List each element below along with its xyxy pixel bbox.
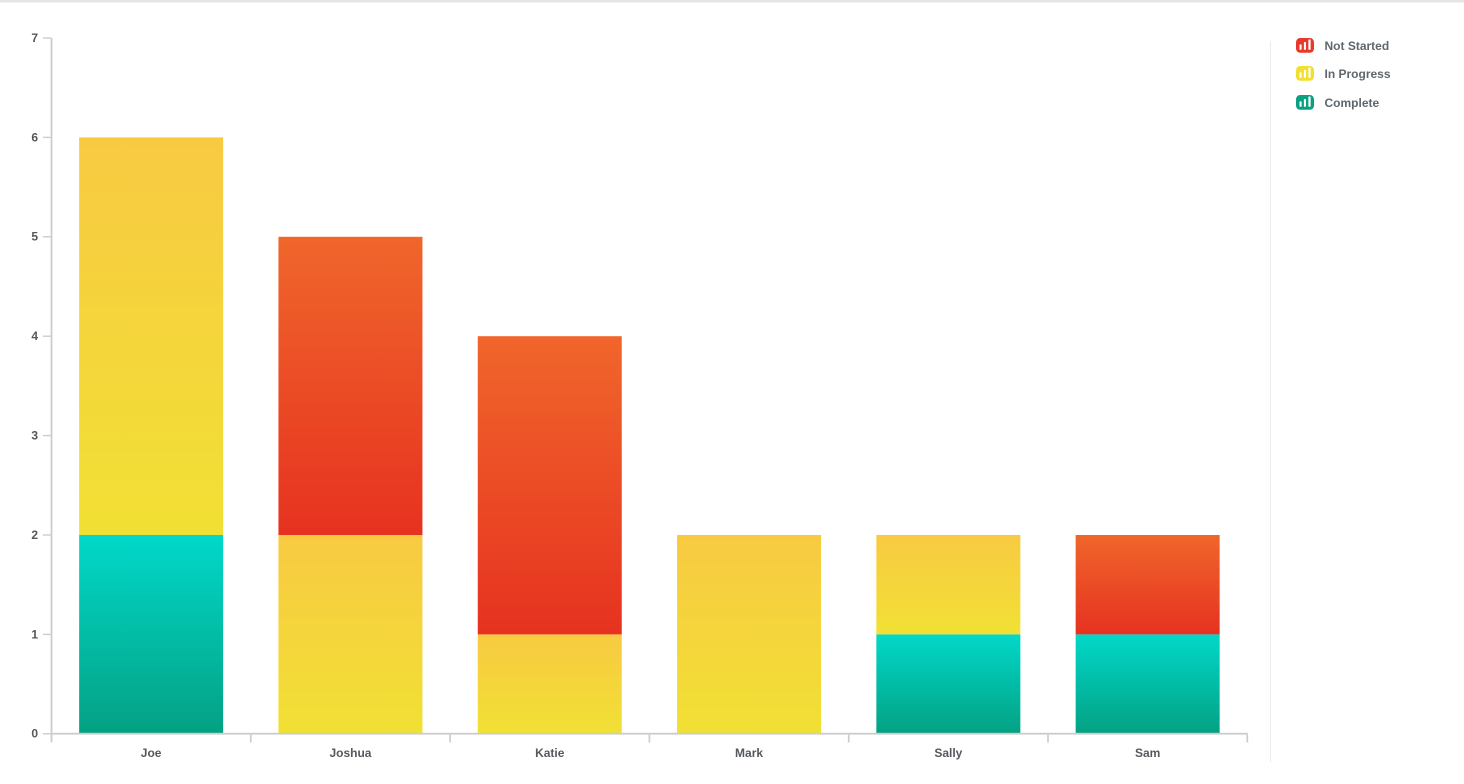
svg-text:1: 1 [31, 627, 38, 641]
svg-text:Sam: Sam [1135, 746, 1160, 760]
svg-text:3: 3 [31, 429, 38, 443]
svg-text:0: 0 [31, 727, 38, 741]
svg-text:Joe: Joe [141, 746, 162, 760]
svg-text:6: 6 [31, 130, 38, 144]
svg-text:5: 5 [31, 230, 38, 244]
svg-text:Sally: Sally [934, 746, 962, 760]
svg-text:4: 4 [31, 329, 38, 343]
svg-text:Mark: Mark [735, 746, 763, 760]
svg-text:Joshua: Joshua [329, 746, 371, 760]
svg-text:7: 7 [31, 31, 38, 45]
svg-text:Katie: Katie [535, 746, 565, 760]
svg-text:2: 2 [31, 528, 38, 542]
